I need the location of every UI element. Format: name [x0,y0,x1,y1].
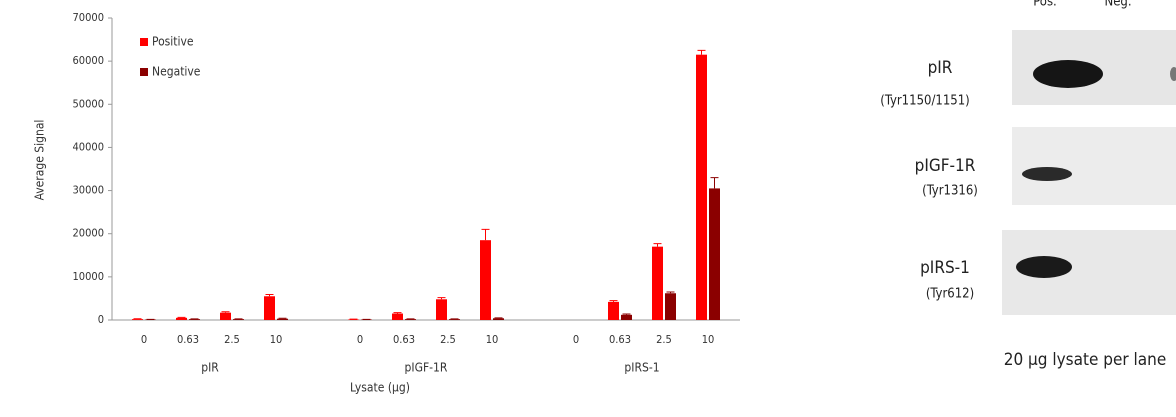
error-bar [711,178,719,189]
blot-row-label: pIRS-1 [920,258,970,278]
x-tick-label: 2.5 [656,333,672,346]
error-bar [438,298,446,300]
bar [665,293,676,320]
error-bar [698,50,706,54]
blot-row-site: (Tyr1150/1151) [880,94,969,109]
error-bar [667,292,675,293]
error-bar [394,313,402,314]
error-bar [222,312,230,313]
blot-band [1016,256,1072,278]
blot-row-label: pIR [928,58,953,78]
blot-row-site: (Tyr612) [926,287,974,302]
bar [392,314,403,320]
bar [277,319,288,320]
x-axis-label: Lysate (µg) [350,381,410,395]
x-tick-label: 0.63 [609,333,631,346]
bar [176,318,187,320]
bar [132,319,143,320]
blot-row-site: (Tyr1316) [922,184,978,199]
group-label: pIGF-1R [405,361,448,375]
bar [696,55,707,320]
bar [493,318,504,320]
bar [652,247,663,320]
y-tick-label: 0 [98,313,104,326]
blot-panel [1012,127,1176,205]
y-tick-label: 60000 [73,54,104,67]
x-tick-label: 0 [573,333,579,346]
figure: Average Signal Lysate (µg) Pos. Neg. pIR… [0,0,1176,413]
y-tick-label: 40000 [73,140,104,153]
group-label: pIRS-1 [624,361,659,375]
x-tick-label: 0.63 [177,333,199,346]
error-bar [654,244,662,247]
y-tick-label: 70000 [73,11,104,24]
blot-caption: 20 µg lysate per lane [1004,350,1167,370]
x-tick-label: 0 [357,333,363,346]
bar [480,240,491,320]
page: Average Signal Lysate (µg) Pos. Neg. pIR… [0,0,1176,417]
x-tick-label: 2.5 [224,333,240,346]
x-tick-label: 2.5 [440,333,456,346]
bar [264,296,275,320]
bar [621,315,632,320]
x-tick-label: 10 [270,333,283,346]
bar [220,313,231,320]
error-bar [610,301,618,302]
x-tick-label: 10 [702,333,715,346]
y-axis-label: Average Signal [33,120,47,201]
y-tick-label: 30000 [73,184,104,197]
legend-label: Positive [152,35,194,49]
blot-row-label: pIGF-1R [915,156,976,176]
error-bar [266,295,274,297]
legend-label: Negative [152,65,201,79]
error-bar [482,229,490,240]
y-tick-label: 20000 [73,227,104,240]
legend-swatch [140,68,148,76]
bar [608,302,619,320]
blot-band [1033,60,1103,88]
blot [1002,30,1176,315]
x-tick-label: 10 [486,333,499,346]
bar [709,188,720,320]
y-tick-label: 50000 [73,97,104,110]
x-tick-label: 0 [141,333,147,346]
legend-swatch [140,38,148,46]
blot-column-label: Neg. [1104,0,1131,10]
x-tick-label: 0.63 [393,333,415,346]
group-label: pIR [201,361,219,375]
bar [436,299,447,320]
blot-band [1022,167,1072,181]
y-tick-label: 10000 [73,270,104,283]
blot-column-label: Pos. [1033,0,1057,10]
error-bar [623,314,631,315]
